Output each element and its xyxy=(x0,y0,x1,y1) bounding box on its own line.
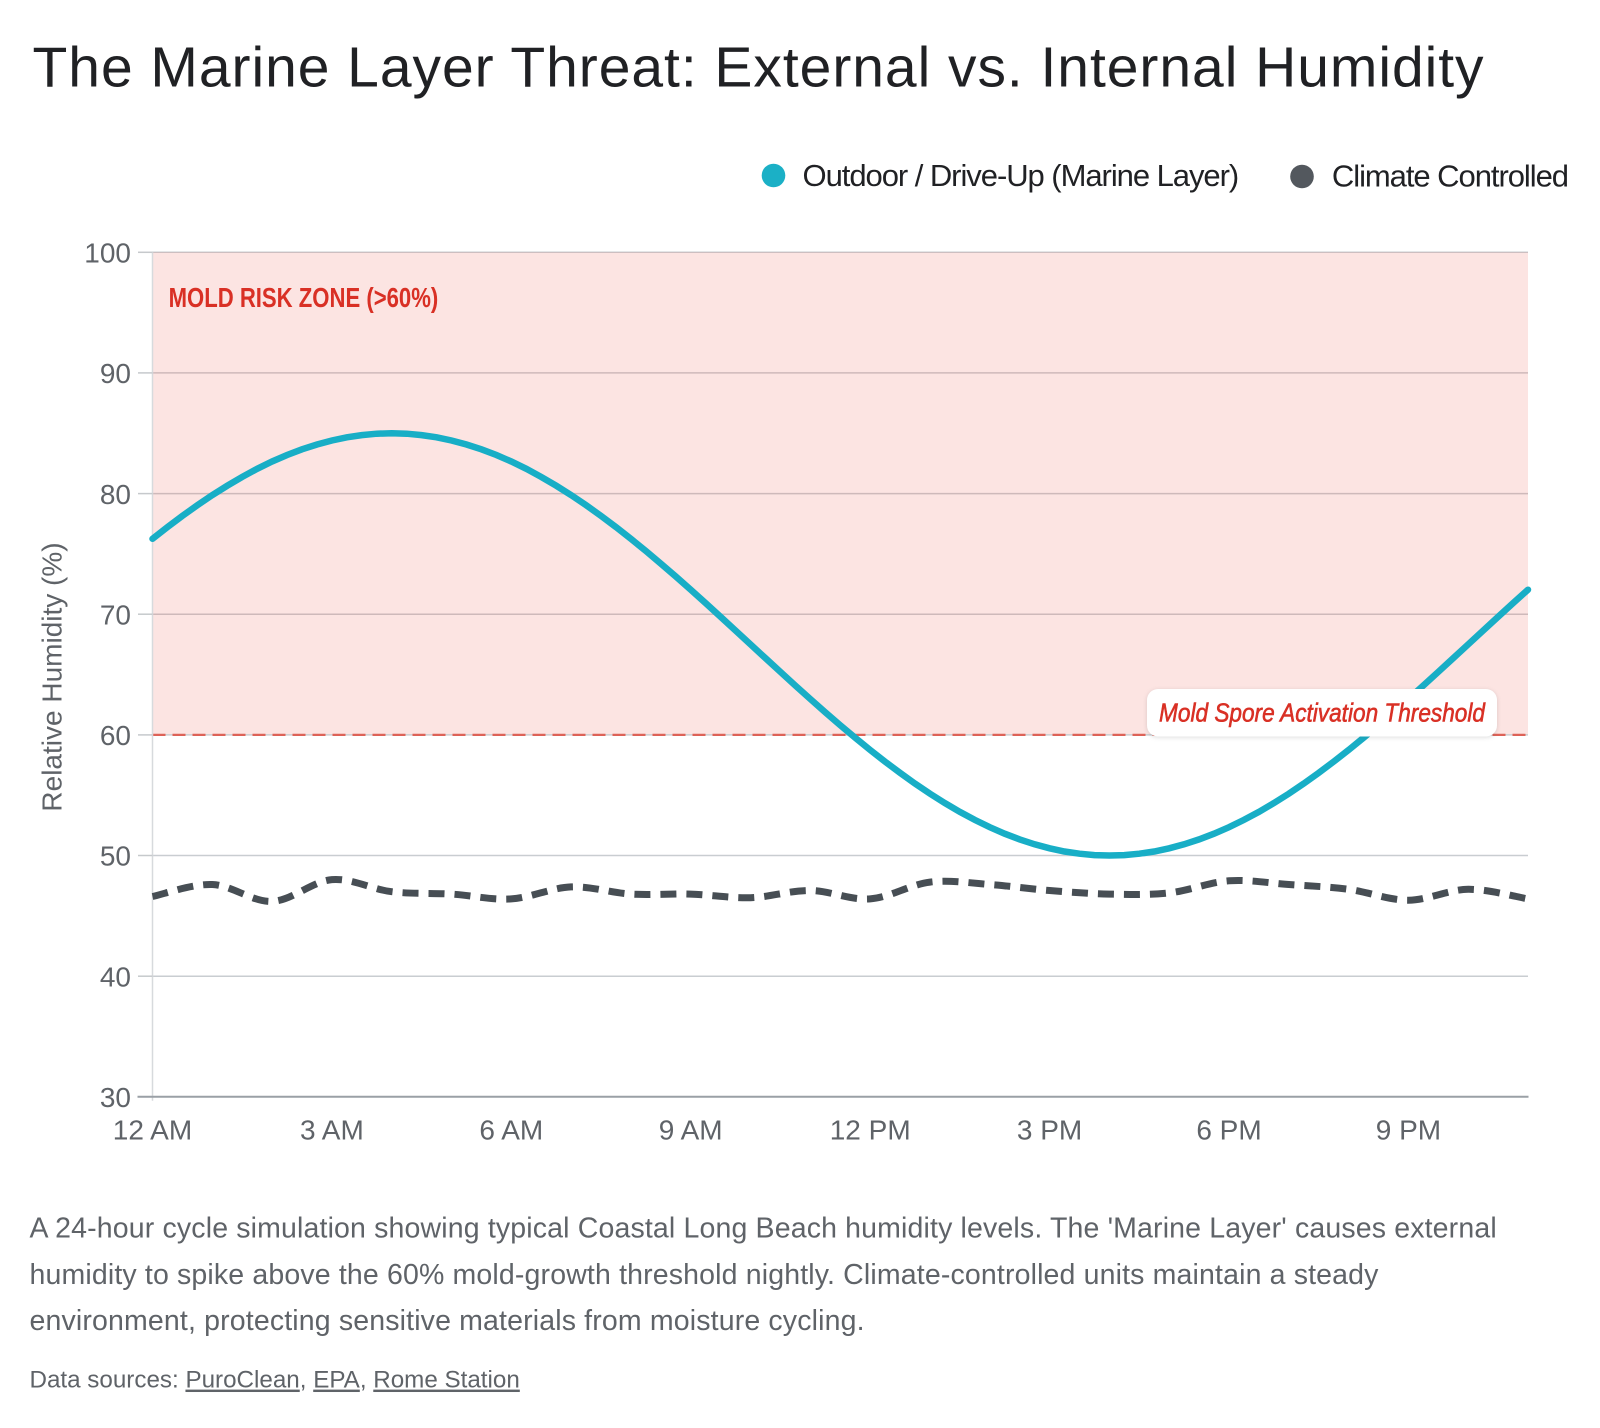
svg-text:Data sources: PuroClean, EPA,: Data sources: PuroClean, EPA, Rome Stati… xyxy=(30,1367,520,1394)
svg-text:80: 80 xyxy=(100,479,131,510)
svg-text:100: 100 xyxy=(84,238,131,269)
svg-text:Outdoor / Drive-Up (Marine Lay: Outdoor / Drive-Up (Marine Layer) xyxy=(803,158,1239,193)
svg-text:3 PM: 3 PM xyxy=(1017,1115,1082,1146)
svg-text:humidity to spike above the 60: humidity to spike above the 60% mold-gro… xyxy=(30,1259,1380,1291)
svg-text:Mold Spore Activation Threshol: Mold Spore Activation Threshold xyxy=(1159,699,1486,728)
svg-text:environment, protecting sensit: environment, protecting sensitive materi… xyxy=(30,1305,865,1337)
svg-text:MOLD RISK ZONE (>60%): MOLD RISK ZONE (>60%) xyxy=(169,283,439,314)
svg-text:3 AM: 3 AM xyxy=(300,1115,364,1146)
svg-text:40: 40 xyxy=(100,961,131,992)
svg-text:30: 30 xyxy=(100,1082,131,1113)
svg-text:Relative Humidity (%): Relative Humidity (%) xyxy=(37,542,68,811)
svg-text:12 PM: 12 PM xyxy=(830,1115,911,1146)
svg-text:The Marine Layer Threat: Exter: The Marine Layer Threat: External vs. In… xyxy=(33,35,1485,99)
svg-text:90: 90 xyxy=(100,358,131,389)
svg-text:70: 70 xyxy=(100,599,131,630)
svg-text:6 PM: 6 PM xyxy=(1196,1115,1261,1146)
svg-text:Climate Controlled: Climate Controlled xyxy=(1332,158,1568,193)
svg-text:6 AM: 6 AM xyxy=(479,1115,543,1146)
svg-text:60: 60 xyxy=(100,720,131,751)
svg-text:12 AM: 12 AM xyxy=(113,1115,192,1146)
svg-text:9 PM: 9 PM xyxy=(1376,1115,1441,1146)
svg-text:A 24-hour cycle simulation sho: A 24-hour cycle simulation showing typic… xyxy=(30,1213,1497,1245)
svg-text:50: 50 xyxy=(100,841,131,872)
svg-text:9 AM: 9 AM xyxy=(659,1115,723,1146)
